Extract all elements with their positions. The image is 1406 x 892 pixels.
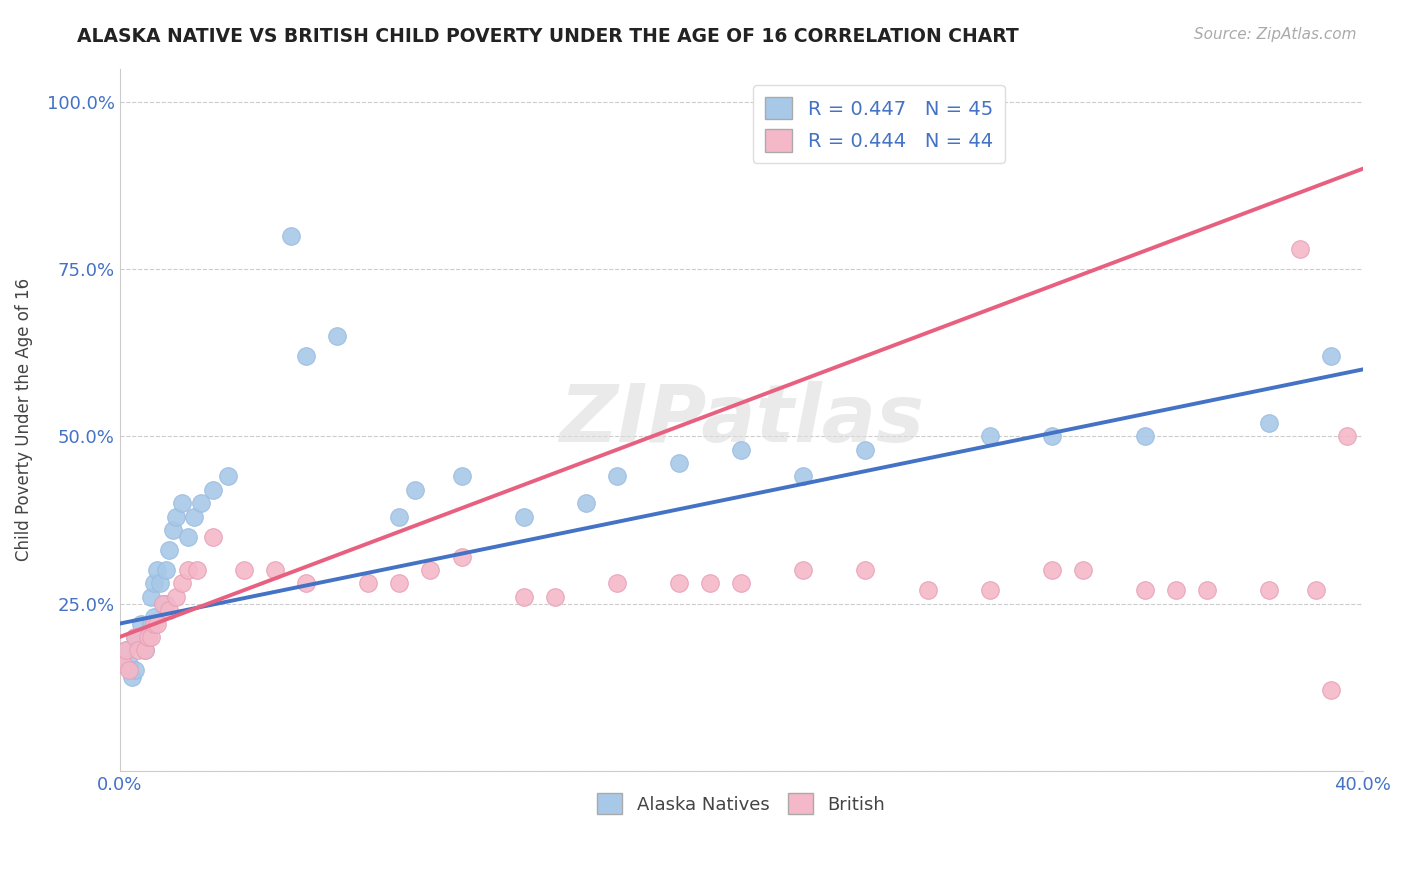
Point bbox=[177, 563, 200, 577]
Point bbox=[159, 603, 181, 617]
Point bbox=[127, 643, 149, 657]
Point bbox=[979, 583, 1001, 598]
Point bbox=[152, 597, 174, 611]
Point bbox=[124, 630, 146, 644]
Point bbox=[1133, 583, 1156, 598]
Point bbox=[606, 469, 628, 483]
Point bbox=[326, 329, 349, 343]
Point bbox=[146, 616, 169, 631]
Point bbox=[792, 563, 814, 577]
Point bbox=[450, 549, 472, 564]
Y-axis label: Child Poverty Under the Age of 16: Child Poverty Under the Age of 16 bbox=[15, 278, 32, 561]
Point bbox=[201, 530, 224, 544]
Point bbox=[512, 590, 534, 604]
Point bbox=[1133, 429, 1156, 443]
Point bbox=[165, 590, 187, 604]
Point bbox=[1336, 429, 1358, 443]
Point bbox=[979, 429, 1001, 443]
Point bbox=[152, 597, 174, 611]
Point bbox=[142, 576, 165, 591]
Point bbox=[136, 630, 159, 644]
Point bbox=[264, 563, 287, 577]
Point bbox=[127, 630, 149, 644]
Point bbox=[1320, 349, 1343, 363]
Point bbox=[419, 563, 441, 577]
Point bbox=[142, 616, 165, 631]
Point bbox=[134, 643, 156, 657]
Point bbox=[1305, 583, 1327, 598]
Point bbox=[149, 576, 172, 591]
Point bbox=[1166, 583, 1188, 598]
Point bbox=[124, 630, 146, 644]
Legend: Alaska Natives, British: Alaska Natives, British bbox=[586, 782, 896, 825]
Point bbox=[139, 630, 162, 644]
Point bbox=[855, 563, 877, 577]
Text: ZIPatlas: ZIPatlas bbox=[558, 381, 924, 458]
Point bbox=[121, 670, 143, 684]
Point bbox=[295, 576, 318, 591]
Point bbox=[139, 616, 162, 631]
Point bbox=[134, 643, 156, 657]
Text: ALASKA NATIVE VS BRITISH CHILD POVERTY UNDER THE AGE OF 16 CORRELATION CHART: ALASKA NATIVE VS BRITISH CHILD POVERTY U… bbox=[77, 27, 1019, 45]
Point bbox=[544, 590, 567, 604]
Point bbox=[1197, 583, 1219, 598]
Point bbox=[668, 576, 690, 591]
Point bbox=[155, 597, 177, 611]
Point bbox=[170, 576, 193, 591]
Text: Source: ZipAtlas.com: Source: ZipAtlas.com bbox=[1194, 27, 1357, 42]
Point bbox=[855, 442, 877, 457]
Point bbox=[118, 664, 141, 678]
Point bbox=[404, 483, 426, 497]
Point bbox=[917, 583, 939, 598]
Point bbox=[162, 523, 184, 537]
Point bbox=[115, 643, 138, 657]
Point bbox=[146, 563, 169, 577]
Point bbox=[115, 643, 138, 657]
Point bbox=[512, 509, 534, 524]
Point bbox=[1320, 683, 1343, 698]
Point bbox=[699, 576, 721, 591]
Point bbox=[186, 563, 208, 577]
Point bbox=[142, 610, 165, 624]
Point bbox=[792, 469, 814, 483]
Point bbox=[131, 616, 153, 631]
Point bbox=[111, 657, 134, 671]
Point bbox=[1258, 583, 1281, 598]
Point bbox=[388, 509, 411, 524]
Point bbox=[450, 469, 472, 483]
Point bbox=[118, 657, 141, 671]
Point bbox=[139, 590, 162, 604]
Point bbox=[183, 509, 205, 524]
Point bbox=[159, 543, 181, 558]
Point bbox=[201, 483, 224, 497]
Point bbox=[357, 576, 380, 591]
Point bbox=[730, 442, 752, 457]
Point bbox=[177, 530, 200, 544]
Point bbox=[730, 576, 752, 591]
Point bbox=[218, 469, 240, 483]
Point bbox=[155, 563, 177, 577]
Point bbox=[233, 563, 256, 577]
Point bbox=[170, 496, 193, 510]
Point bbox=[1289, 242, 1312, 256]
Point bbox=[1258, 416, 1281, 430]
Point bbox=[136, 630, 159, 644]
Point bbox=[606, 576, 628, 591]
Point bbox=[668, 456, 690, 470]
Point bbox=[1040, 429, 1063, 443]
Point bbox=[388, 576, 411, 591]
Point bbox=[190, 496, 212, 510]
Point bbox=[124, 664, 146, 678]
Point bbox=[1040, 563, 1063, 577]
Point bbox=[1071, 563, 1094, 577]
Point bbox=[280, 228, 302, 243]
Point bbox=[165, 509, 187, 524]
Point bbox=[575, 496, 598, 510]
Point bbox=[295, 349, 318, 363]
